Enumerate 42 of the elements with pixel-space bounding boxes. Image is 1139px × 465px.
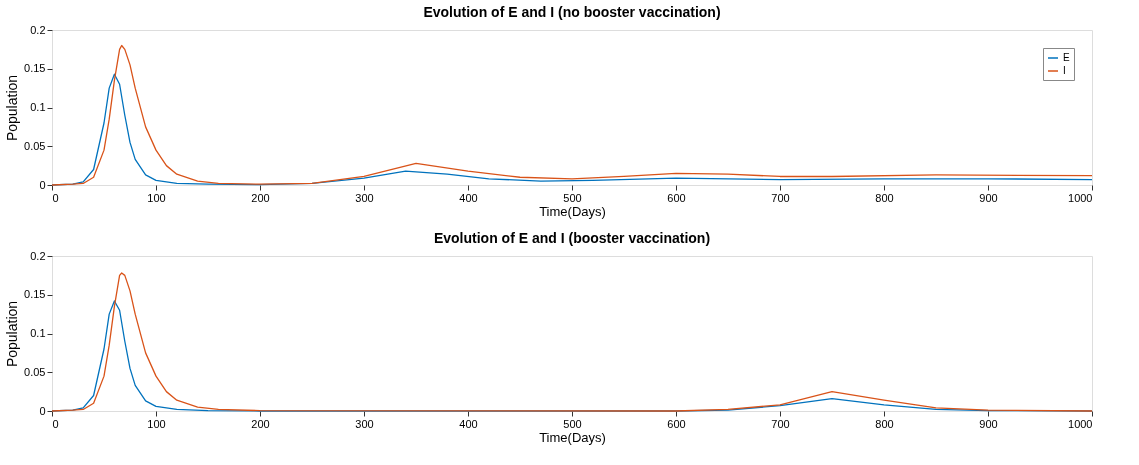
x-tick-label: 700 xyxy=(771,191,790,204)
x-tick-label: 500 xyxy=(563,417,582,430)
chart-title: Evolution of E and I (no booster vaccination) xyxy=(423,4,721,20)
x-tick-label: 600 xyxy=(667,191,686,204)
chart-title: Evolution of E and I (booster vaccination) xyxy=(433,230,711,246)
x-tick-label: 0 xyxy=(52,417,59,430)
x-tick-label: 900 xyxy=(979,191,998,204)
x-tick-label: 400 xyxy=(459,417,478,430)
x-tick-label: 300 xyxy=(355,417,374,430)
x-tick-label: 200 xyxy=(251,417,270,430)
x-tick-label: 1000 xyxy=(1068,191,1093,204)
y-axis-title: Population xyxy=(4,300,21,368)
x-tick-label: 500 xyxy=(563,191,582,204)
x-axis-title: Time(Days) xyxy=(539,203,606,219)
x-tick-label: 1000 xyxy=(1068,417,1093,430)
y-tick-label: 0 xyxy=(39,178,46,191)
x-tick-label: 900 xyxy=(979,417,998,430)
y-axis-title: Population xyxy=(4,74,21,142)
y-tick-label: 0.2 xyxy=(30,23,46,36)
x-axis-title: Time(Days) xyxy=(539,429,606,445)
legend-label: I xyxy=(1063,65,1066,76)
x-tick-label: 100 xyxy=(147,191,166,204)
y-tick-label: 0 xyxy=(39,404,46,417)
y-tick-label: 0.15 xyxy=(24,288,46,301)
y-tick-label: 0.2 xyxy=(30,249,46,262)
x-tick-label: 400 xyxy=(459,191,478,204)
legend-label: E xyxy=(1063,52,1070,63)
x-tick-label: 0 xyxy=(52,191,59,204)
y-tick-label: 0.1 xyxy=(30,327,46,339)
y-tick-label: 0.05 xyxy=(24,365,46,378)
x-tick-label: 800 xyxy=(875,417,894,430)
x-tick-label: 100 xyxy=(147,417,166,430)
x-tick-label: 800 xyxy=(875,191,894,204)
x-tick-label: 300 xyxy=(355,191,374,204)
line-series xyxy=(51,44,1093,186)
x-tick-label: 200 xyxy=(251,191,270,204)
y-tick-label: 0.15 xyxy=(24,62,46,75)
y-tick-label: 0.1 xyxy=(30,101,46,113)
x-tick-label: 600 xyxy=(667,417,686,430)
y-tick-label: 0.05 xyxy=(24,139,46,152)
x-tick-label: 700 xyxy=(771,417,790,430)
line-series xyxy=(51,272,1093,412)
